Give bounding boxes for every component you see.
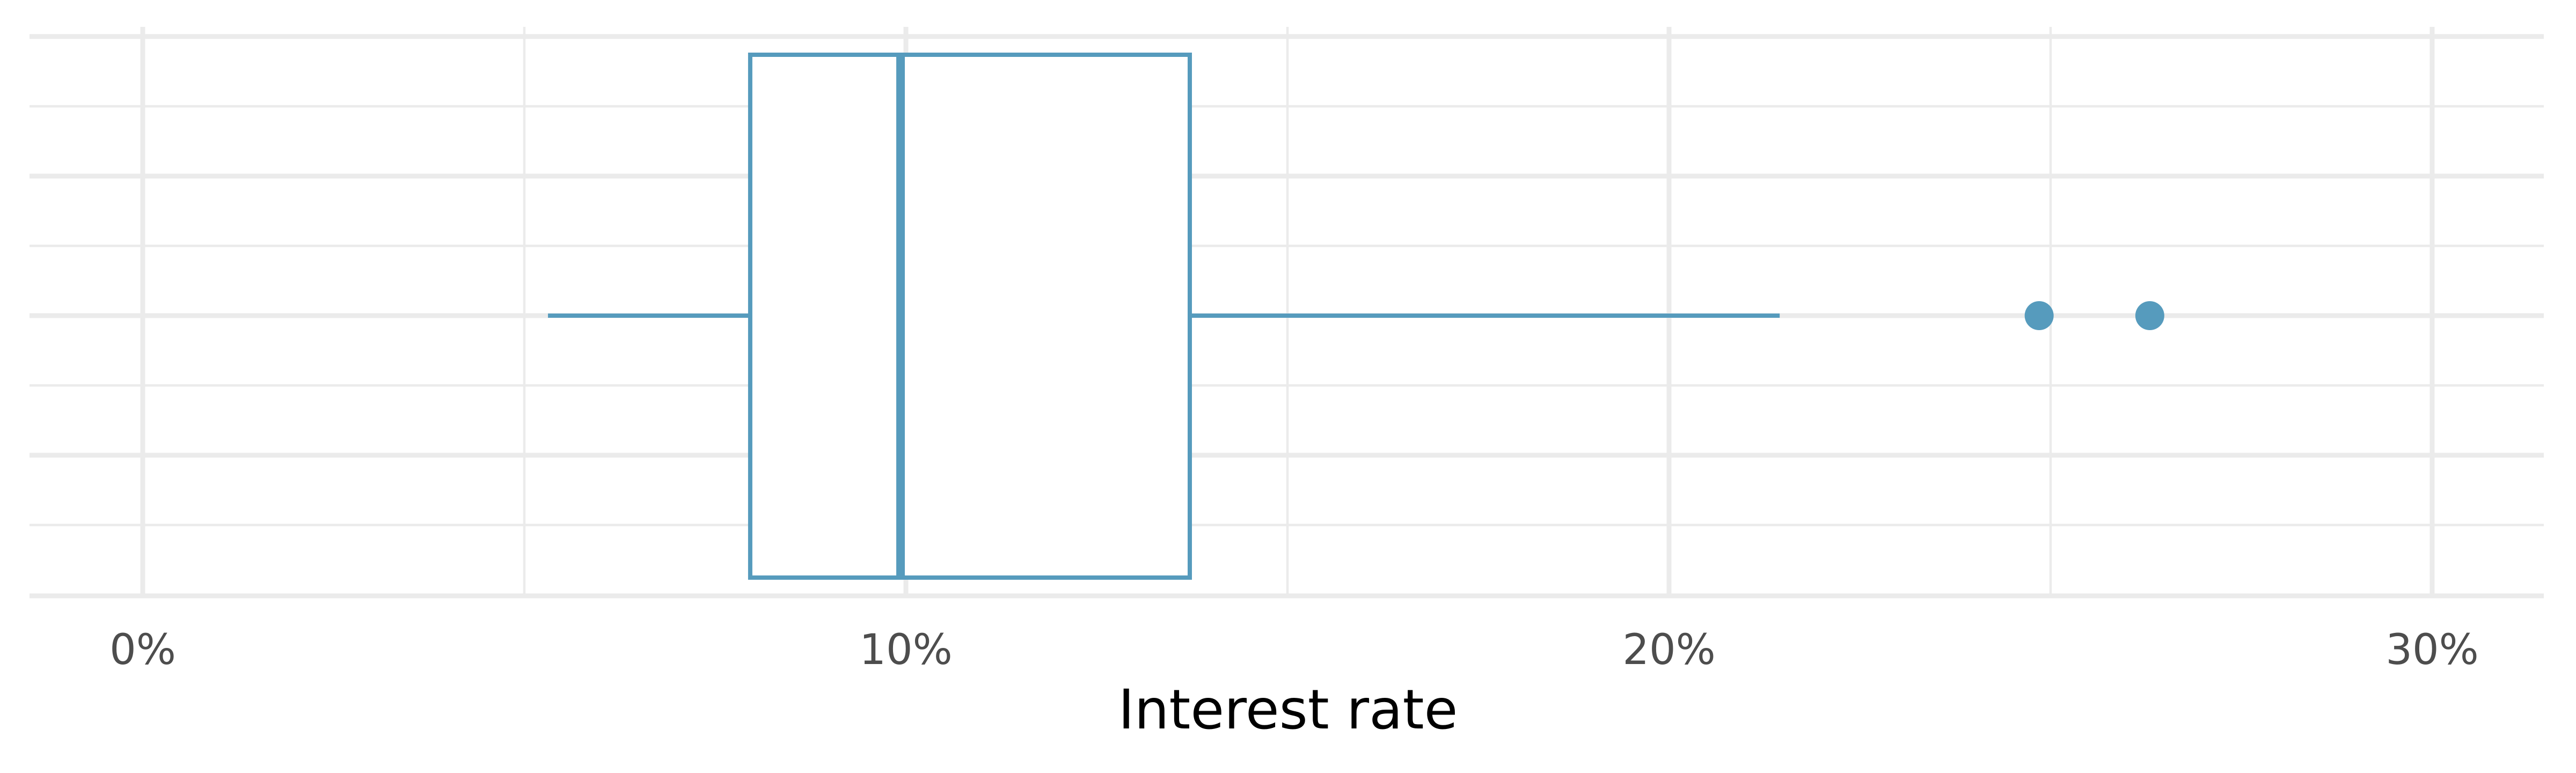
x-tick-label: 10% (859, 626, 952, 674)
x-tick-label: 0% (109, 626, 176, 674)
iqr-box (748, 53, 1192, 580)
x-tick-label: 30% (2385, 626, 2478, 674)
x-tick-label: 20% (1622, 626, 1715, 674)
boxplot-marks (548, 53, 2164, 580)
grid (30, 27, 2544, 599)
outlier-point (2024, 301, 2054, 330)
outlier-point (2135, 301, 2164, 330)
x-axis-ticks: 0% 10% 20% 30% (109, 626, 2479, 674)
x-axis-title: Interest rate (1118, 678, 1458, 742)
